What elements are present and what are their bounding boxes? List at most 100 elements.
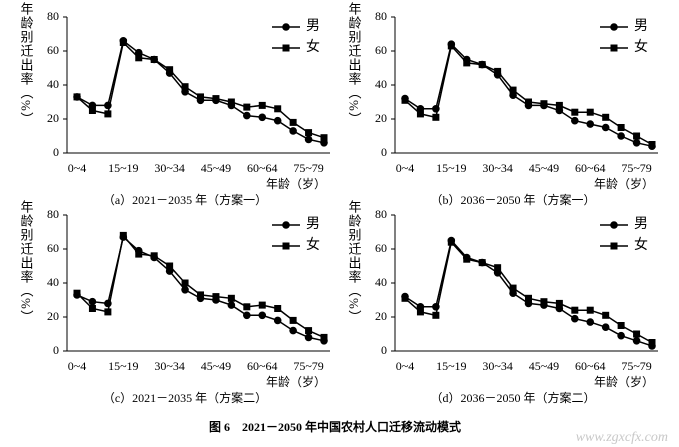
data-point (432, 113, 440, 121)
data-point (571, 314, 579, 323)
legend-marker (610, 23, 618, 31)
data-point (273, 316, 282, 325)
data-point (289, 118, 297, 126)
data-point (617, 124, 625, 131)
x-tick-label: 75~79 (621, 359, 652, 373)
x-tick-label: 60~64 (575, 359, 606, 373)
data-point (305, 327, 313, 335)
data-point (135, 250, 143, 258)
data-point (416, 308, 424, 316)
data-point (601, 323, 610, 332)
legend-label: 男 (634, 19, 648, 34)
subtitle: （a）2021－2035 年（方案一） (103, 192, 267, 207)
x-tick-label: 45~49 (529, 359, 560, 373)
data-point (648, 141, 656, 148)
data-point (289, 127, 297, 135)
y-tick-label: 60 (47, 43, 59, 57)
data-point (586, 120, 595, 128)
data-point (135, 54, 143, 62)
y-axis-label: 年龄别迁出率（%） (19, 2, 34, 126)
data-point (555, 299, 563, 307)
data-point (432, 311, 440, 319)
x-tick-label: 0~4 (396, 359, 415, 373)
data-point (447, 238, 455, 246)
data-point (274, 305, 282, 312)
data-point (88, 107, 96, 114)
data-point (119, 231, 127, 239)
y-tick-label: 20 (47, 111, 59, 125)
x-tick-label: 45~49 (201, 359, 232, 373)
x-axis-label: 年龄（岁） (594, 374, 654, 389)
series-line (76, 233, 325, 339)
x-tick-label: 15~19 (108, 161, 139, 175)
data-point (227, 301, 236, 309)
series-line (76, 41, 325, 139)
data-point (88, 305, 96, 312)
data-point (648, 339, 656, 346)
data-point (243, 111, 251, 120)
legend-marker (282, 221, 290, 229)
data-point (401, 96, 409, 104)
data-point (509, 284, 517, 292)
subtitle: （b）2036－2050 年（方案一） (430, 192, 595, 207)
data-point (478, 61, 486, 69)
legend-marker (610, 242, 618, 250)
data-point (227, 98, 235, 106)
y-tick-label: 80 (375, 207, 387, 221)
data-point (181, 286, 189, 294)
x-tick-label: 30~34 (482, 161, 513, 175)
data-point (243, 311, 251, 320)
y-tick-label: 80 (375, 9, 387, 23)
legend-label: 女 (306, 38, 320, 55)
data-point (525, 98, 532, 106)
legend-label: 女 (306, 236, 320, 253)
data-point (243, 103, 251, 111)
data-point (197, 291, 204, 299)
y-tick-label: 60 (375, 43, 387, 57)
x-tick-label: 75~79 (293, 359, 324, 373)
data-point (494, 264, 502, 272)
x-tick-label: 75~79 (293, 161, 324, 175)
data-point (586, 318, 595, 326)
data-point (320, 134, 328, 142)
data-point (571, 108, 579, 116)
data-point (181, 279, 189, 287)
y-tick-label: 20 (47, 309, 59, 323)
series-line (404, 44, 653, 146)
legend-label: 女 (634, 236, 648, 253)
watermark: www.zgxcfx.com (576, 430, 668, 445)
x-tick-label: 60~64 (247, 359, 278, 373)
legend-label: 男 (634, 217, 648, 232)
legend-label: 女 (634, 38, 648, 55)
x-tick-label: 30~34 (154, 359, 185, 373)
x-tick-label: 45~49 (201, 161, 232, 175)
data-point (416, 110, 424, 118)
x-tick-label: 15~19 (108, 359, 139, 373)
y-tick-label: 0 (53, 343, 59, 357)
data-point (166, 262, 174, 270)
x-axis-label: 年龄（岁） (266, 176, 326, 191)
data-point (212, 95, 220, 103)
x-tick-label: 0~4 (68, 359, 87, 373)
data-point (478, 259, 486, 267)
data-point (181, 83, 189, 91)
data-point (509, 86, 517, 94)
data-point (555, 101, 563, 109)
x-tick-label: 60~64 (247, 161, 278, 175)
data-point (243, 303, 251, 311)
data-point (258, 113, 267, 122)
subtitle: （c）2021－2035 年（方案二） (103, 390, 267, 405)
y-axis-label: 年龄别迁出率（%） (19, 200, 34, 324)
data-point (586, 108, 594, 116)
x-tick-label: 30~34 (482, 359, 513, 373)
x-tick-label: 45~49 (529, 161, 560, 175)
y-tick-label: 0 (381, 343, 387, 357)
data-point (617, 331, 625, 340)
y-tick-label: 80 (47, 9, 59, 23)
data-point (602, 311, 610, 319)
data-point (571, 116, 579, 125)
y-tick-label: 60 (47, 241, 59, 255)
x-axis-label: 年龄（岁） (266, 374, 326, 389)
data-point (104, 308, 112, 316)
